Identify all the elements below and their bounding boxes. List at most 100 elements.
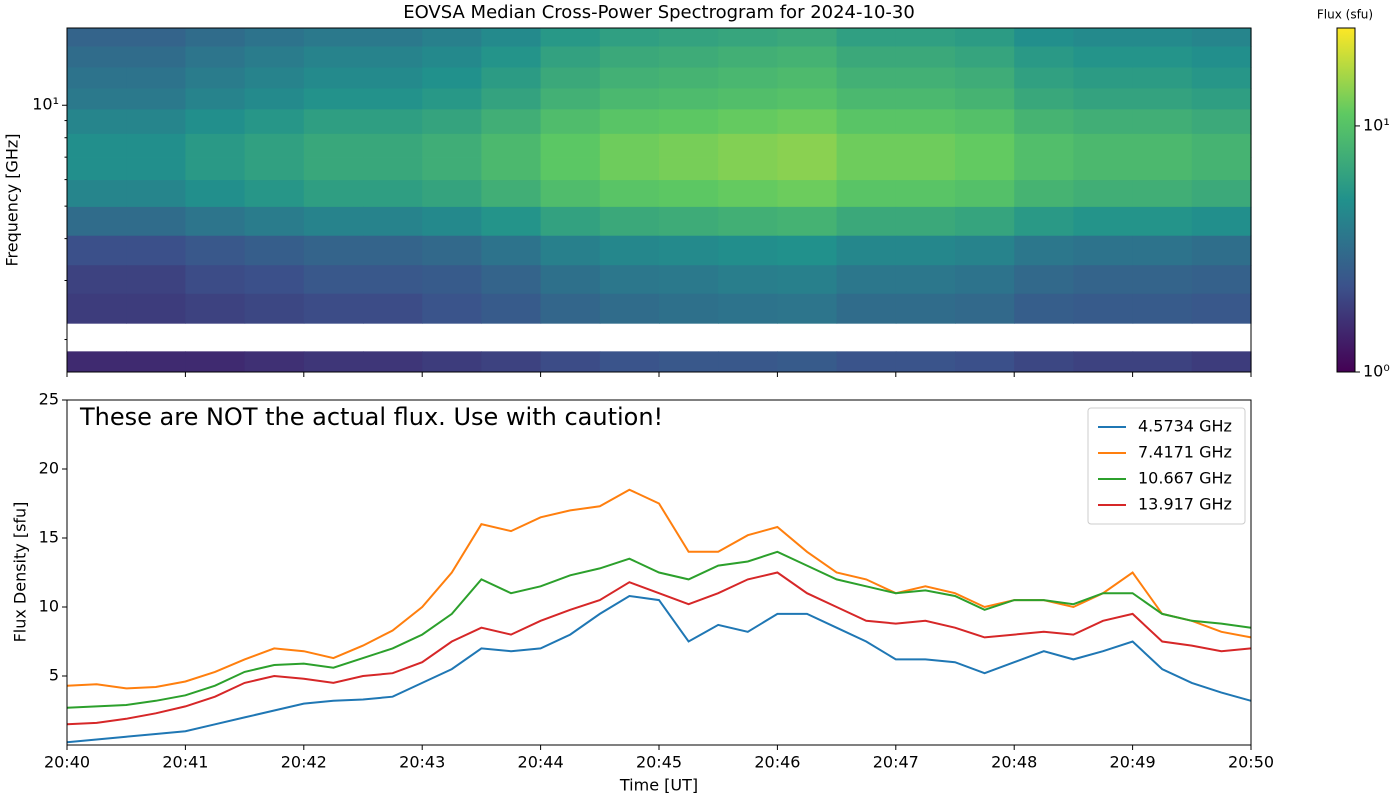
- heatmap-cell: [955, 206, 1015, 237]
- heatmap-cell: [1073, 206, 1134, 237]
- heatmap-cell: [67, 133, 127, 158]
- heatmap-cell: [1073, 235, 1134, 266]
- colorbar-tick-label: 10¹: [1363, 115, 1390, 134]
- heatmap-cell: [955, 133, 1015, 158]
- legend-label: 13.917 GHz: [1138, 495, 1232, 514]
- heatmap-cell: [481, 157, 542, 181]
- heatmap-cell: [481, 67, 542, 89]
- heatmap-cell: [363, 109, 423, 135]
- y-axis-label: Frequency [GHz]: [3, 133, 22, 266]
- heatmap-cell: [303, 88, 364, 110]
- heatmap-cell: [1014, 235, 1074, 266]
- heatmap-cell: [1073, 28, 1134, 47]
- heatmap-cell: [777, 88, 838, 110]
- heatmap-cell: [481, 293, 542, 324]
- heatmap-cell: [363, 265, 423, 295]
- heatmap-cell: [303, 67, 364, 89]
- heatmap-cell: [718, 133, 778, 158]
- heatmap-cell: [540, 67, 601, 89]
- heatmap-cell: [67, 206, 127, 237]
- heatmap-cell: [1191, 265, 1252, 295]
- heatmap-cell: [363, 88, 423, 110]
- heatmap-cell: [718, 235, 778, 266]
- heatmap-cell: [718, 109, 778, 135]
- heatmap-cell: [836, 206, 897, 237]
- heatmap-cell: [126, 109, 186, 135]
- heatmap-cell: [836, 28, 897, 47]
- heatmap-cell: [777, 67, 838, 89]
- heatmap-cell: [422, 235, 482, 266]
- heatmap-cell: [185, 206, 246, 237]
- heatmap-cell: [1191, 293, 1252, 324]
- heatmap-cell: [422, 157, 482, 181]
- heatmap-cell: [895, 180, 956, 208]
- heatmap-cell: [895, 265, 956, 295]
- x-tick-label: 20:46: [754, 753, 800, 772]
- legend-label: 4.5734 GHz: [1138, 417, 1232, 436]
- heatmap-cell: [1073, 265, 1134, 295]
- heatmap-cell: [244, 265, 305, 295]
- heatmap-cell: [303, 351, 364, 373]
- heatmap-cell: [1132, 28, 1193, 47]
- heatmap-cell: [363, 67, 423, 89]
- heatmap-cell: [1191, 206, 1252, 237]
- heatmap-cell: [1191, 235, 1252, 266]
- heatmap-cell: [67, 88, 127, 110]
- heatmap-cell: [599, 180, 660, 208]
- heatmap-cell: [67, 293, 127, 324]
- heatmap-cell: [777, 180, 838, 208]
- heatmap-cell: [481, 28, 542, 47]
- heatmap-cell: [481, 46, 542, 68]
- heatmap-cell: [363, 46, 423, 68]
- line-series: [66, 594, 1252, 744]
- heatmap-cell: [1132, 351, 1193, 373]
- heatmap-cell: [67, 235, 127, 266]
- heatmap-cell: [185, 88, 246, 110]
- heatmap-cell: [126, 235, 186, 266]
- heatmap-cell: [599, 109, 660, 135]
- heatmap-cell: [1073, 109, 1134, 135]
- y-tick-label: 10: [39, 597, 59, 616]
- heatmap-cell: [126, 180, 186, 208]
- heatmap-cell: [126, 133, 186, 158]
- heatmap-cell: [777, 206, 838, 237]
- heatmap-cell: [126, 46, 186, 68]
- heatmap-cell: [363, 133, 423, 158]
- heatmap-cell: [422, 133, 482, 158]
- heatmap-cell: [363, 157, 423, 181]
- heatmap-cell: [422, 180, 482, 208]
- legend-box: [1087, 407, 1246, 525]
- heatmap-cell: [1132, 46, 1193, 68]
- heatmap-cell: [126, 206, 186, 237]
- heatmap-cell: [659, 28, 719, 47]
- colorbar: [1336, 27, 1356, 373]
- line-series: [66, 571, 1252, 726]
- heatmap-cell: [1073, 293, 1134, 324]
- heatmap-cell: [303, 265, 364, 295]
- heatmap-cell: [659, 293, 719, 324]
- heatmap-cell: [1132, 133, 1193, 158]
- heatmap-cell: [1014, 206, 1074, 237]
- heatmap-cell: [185, 265, 246, 295]
- heatmap-cell: [1132, 109, 1193, 135]
- heatmap-cell: [1014, 157, 1074, 181]
- heatmap-cell: [422, 206, 482, 237]
- heatmap-cell: [718, 67, 778, 89]
- heatmap-cell: [303, 46, 364, 68]
- heatmap-cell: [1014, 46, 1074, 68]
- heatmap-cell: [1014, 88, 1074, 110]
- heatmap-cell: [777, 133, 838, 158]
- annotation: These are NOT the actual flux. Use with …: [79, 403, 663, 431]
- heatmap-cell: [1132, 265, 1193, 295]
- heatmap-cell: [659, 265, 719, 295]
- heatmap-cell: [777, 28, 838, 47]
- heatmap-cell: [895, 109, 956, 135]
- heatmap-cell: [1191, 157, 1252, 181]
- heatmap-cell: [659, 180, 719, 208]
- heatmap-cell: [955, 351, 1015, 373]
- heatmap-cell: [659, 235, 719, 266]
- heatmap-cell: [540, 293, 601, 324]
- heatmap-cell: [185, 157, 246, 181]
- heatmap-cell: [481, 88, 542, 110]
- heatmap-cell: [67, 157, 127, 181]
